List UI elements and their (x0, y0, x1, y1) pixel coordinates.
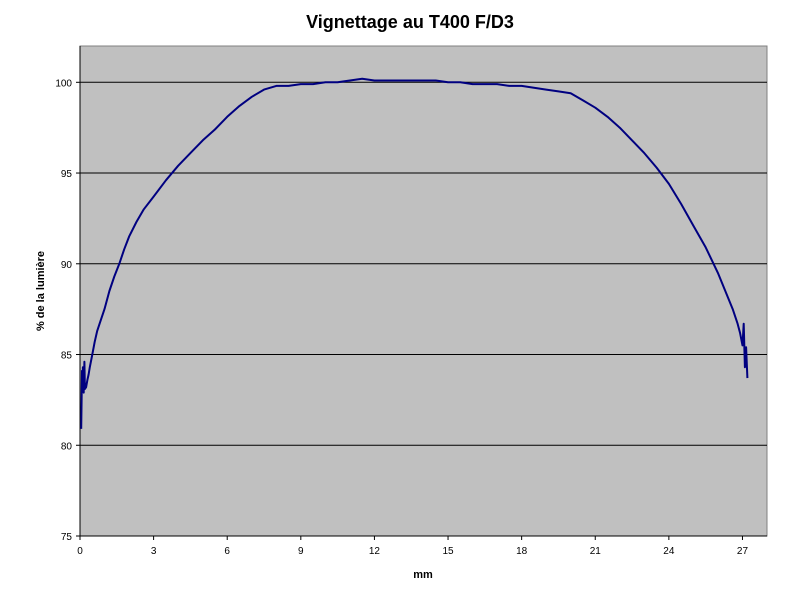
x-tick-label-18: 18 (516, 546, 528, 557)
series-group (80, 77, 749, 429)
x-axis-label: mm (413, 569, 433, 581)
x-tick-label-0: 0 (77, 546, 83, 557)
x-tick-label-12: 12 (369, 546, 381, 557)
x-tick-label-6: 6 (224, 546, 230, 557)
series-line-0 (80, 77, 749, 429)
y-tick-label-100: 100 (55, 78, 72, 89)
gridlines (80, 81, 767, 446)
y-tick-label-85: 85 (61, 351, 73, 362)
plot-area (79, 45, 768, 537)
x-axis-ticks: 0 3 6 9 12 15 18 21 24 27 (77, 536, 748, 557)
x-tick-label-21: 21 (590, 546, 602, 557)
x-tick-label-15: 15 (442, 546, 454, 557)
x-tick-label-3: 3 (151, 546, 157, 557)
x-tick-label-9: 9 (298, 546, 304, 557)
chart-title: Vignettage au T400 F/D3 (306, 12, 514, 32)
y-tick-label-95: 95 (61, 169, 73, 180)
y-tick-label-90: 90 (61, 260, 73, 271)
y-tick-label-80: 80 (61, 441, 73, 452)
x-tick-label-24: 24 (663, 546, 675, 557)
y-axis-label: % de la lumière (35, 251, 47, 331)
y-tick-label-75: 75 (61, 532, 73, 543)
y-axis-ticks: 75 80 85 90 95 100 (55, 78, 80, 543)
x-tick-label-27: 27 (737, 546, 749, 557)
